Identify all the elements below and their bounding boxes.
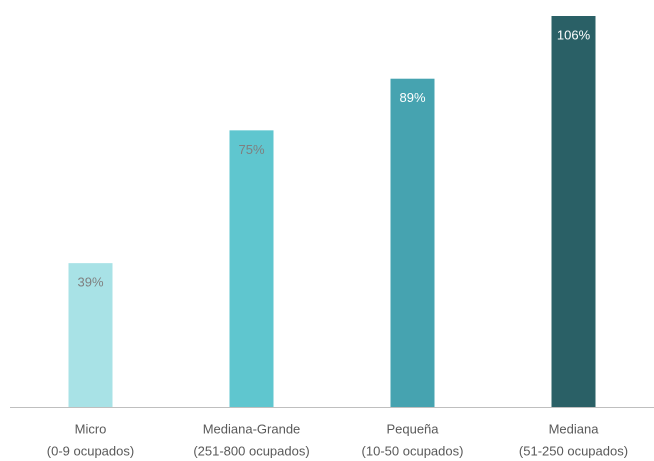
x-tick-label: (51-250 ocupados)	[519, 443, 628, 458]
x-tick-label: (10-50 ocupados)	[362, 443, 464, 458]
x-tick-label: Mediana	[549, 421, 600, 436]
x-tick-label: Pequeña	[386, 421, 439, 436]
data-label: 106%	[557, 27, 591, 42]
bar	[68, 263, 113, 407]
x-tick-label: Mediana-Grande	[203, 421, 301, 436]
data-label: 89%	[399, 90, 425, 105]
x-tick-label: (251-800 ocupados)	[193, 443, 309, 458]
x-tick-label: Micro	[75, 421, 107, 436]
x-tick-label: (0-9 ocupados)	[47, 443, 134, 458]
bar	[229, 130, 274, 407]
data-label: 39%	[77, 275, 103, 290]
bar	[551, 16, 596, 407]
data-label: 75%	[238, 142, 264, 157]
bar	[390, 78, 435, 407]
